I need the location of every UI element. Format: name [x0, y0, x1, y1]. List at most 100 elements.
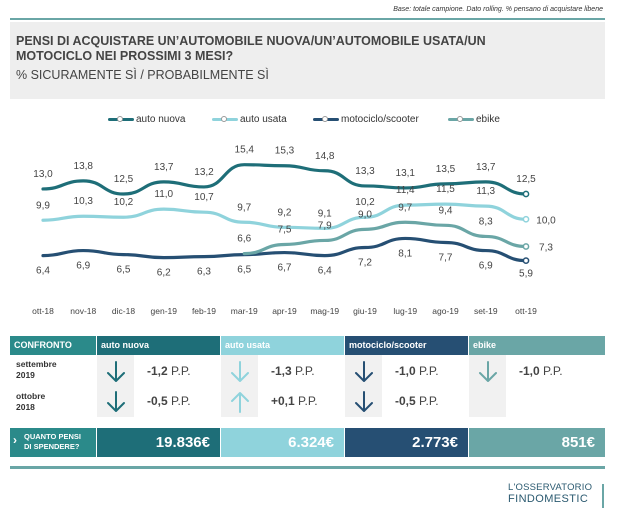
data-label: 9,7 [398, 202, 412, 213]
legend-swatch [448, 116, 474, 122]
x-tick-label: mag-19 [310, 306, 339, 316]
delta-unit: P.P. [291, 364, 315, 378]
delta-number: -0,5 [147, 394, 168, 408]
x-tick-label: feb-19 [192, 306, 216, 316]
delta-value: -1,3 P.P. [271, 364, 315, 378]
data-label: 10,2 [114, 197, 134, 208]
delta-value: -0,5 P.P. [395, 394, 439, 408]
data-label: 12,5 [516, 174, 536, 185]
chevron-right-icon: › [13, 433, 17, 447]
spend-auto-nuova: 19.836€ [97, 428, 220, 457]
spend-motociclo: 2.773€ [345, 428, 468, 457]
column-header-ebike: ebike [469, 336, 605, 355]
row-label-year: 2018 [16, 402, 35, 412]
delta-value: -0,5 P.P. [147, 394, 191, 408]
question-header: PENSI DI ACQUISTARE UN’AUTOMOBILE NUOVA/… [10, 22, 605, 99]
data-label: 11,0 [154, 189, 173, 200]
data-label: 8,3 [479, 216, 493, 227]
data-label: 7,9 [318, 220, 332, 231]
legend-item-ebike: ebike [448, 114, 500, 125]
row-label-month: settembre [16, 359, 57, 369]
data-label: 7,5 [278, 225, 292, 236]
delta-number: -1,3 [271, 364, 292, 378]
x-tick-label: lug-19 [393, 306, 417, 316]
data-label: 6,4 [318, 266, 332, 277]
data-label: 11,3 [476, 186, 495, 197]
delta-unit: P.P. [415, 364, 439, 378]
delta-unit: P.P. [539, 364, 563, 378]
data-label: 9,0 [358, 209, 372, 220]
delta-value: +0,1 P.P. [271, 394, 318, 408]
bottom-divider [10, 466, 605, 469]
legend-item-auto-usata: auto usata [212, 114, 287, 125]
findomestic-logo: L'OSSERVATORIO FINDOMESTIC [508, 482, 604, 508]
series-line [41, 236, 528, 263]
legend-swatch [108, 116, 134, 122]
column-header-motociclo: motociclo/scooter [345, 336, 468, 355]
data-label: 6,9 [76, 261, 90, 272]
row-label-month: ottobre [16, 391, 46, 401]
series-line [41, 202, 528, 230]
series-end-point [522, 215, 530, 223]
series-end-point [522, 190, 530, 198]
data-label: 11,4 [396, 185, 415, 196]
x-tick-label: giu-19 [353, 306, 377, 316]
delta-value: -1,0 P.P. [519, 364, 563, 378]
data-label: 6,7 [278, 263, 292, 274]
base-note: Base: totale campione. Dato rolling. % p… [393, 6, 603, 13]
arrow-down-icon [354, 361, 374, 383]
delta-unit: P.P. [294, 394, 318, 408]
x-tick-label: dic-18 [112, 306, 135, 316]
confronto-header-row: CONFRONTO auto nuova auto usata motocicl… [10, 336, 605, 355]
data-label: 10,2 [355, 197, 375, 208]
data-label: 13,2 [194, 167, 214, 178]
series-end-point [522, 257, 530, 265]
logo-line2: FINDOMESTIC [508, 493, 589, 505]
data-label: 14,8 [315, 151, 335, 162]
line-chart: ott-18 nov-18 dic-18 gen-19 feb-19 mar-19 apr-… [32, 145, 556, 316]
data-label: 7,2 [358, 258, 372, 269]
x-tick-label: nov-18 [70, 306, 96, 316]
delta-unit: P.P. [167, 364, 191, 378]
data-label: 9,2 [278, 207, 292, 218]
arrow-down-icon [230, 361, 250, 383]
delta-number: -0,5 [395, 394, 416, 408]
spend-row: 19.836€ 6.324€ 2.773€ 851€ [97, 428, 605, 457]
x-tick-label: ago-19 [432, 306, 459, 316]
data-label: 10,7 [194, 192, 214, 203]
confronto-header: CONFRONTO [10, 336, 96, 355]
data-label: 8,1 [398, 248, 412, 259]
delta-number: -1,0 [519, 364, 540, 378]
delta-number: +0,1 [271, 394, 295, 408]
logo-line1: L'OSSERVATORIO [508, 482, 593, 493]
series-end-point [522, 243, 530, 250]
spend-label: › QUANTO PENSI DI SPENDERE? [10, 428, 96, 457]
data-label: 13,7 [476, 162, 496, 173]
x-tick-label: ott-18 [32, 306, 54, 316]
legend-label: auto nuova [136, 114, 186, 125]
page-subtitle: % SICURAMENTE SÌ / PROBABILMENTE SÌ [16, 68, 269, 82]
data-label: 9,1 [318, 208, 332, 219]
arrow-down-icon [354, 391, 374, 413]
top-divider [10, 18, 605, 20]
series-line [242, 220, 528, 256]
data-label: 9,9 [36, 200, 50, 211]
data-label: 13,5 [436, 164, 456, 175]
spend-label-line1: QUANTO PENSI [24, 432, 81, 441]
page-title: PENSI DI ACQUISTARE UN’AUTOMOBILE NUOVA/… [16, 34, 486, 63]
data-label: 15,3 [275, 146, 295, 157]
data-label: 13,7 [154, 162, 174, 173]
data-label: 7,7 [439, 252, 453, 263]
data-label: 10,3 [74, 196, 94, 207]
delta-value: -1,2 P.P. [147, 364, 191, 378]
data-label: 5,9 [519, 269, 533, 280]
data-label: 13,1 [396, 168, 416, 179]
delta-number: -1,2 [147, 364, 168, 378]
data-label: 6,2 [157, 268, 171, 279]
spend-ebike: 851€ [469, 428, 605, 457]
row-label-year: 2019 [16, 370, 35, 380]
data-label: 10,0 [536, 215, 556, 226]
legend-label: ebike [476, 114, 500, 125]
data-label: 6,5 [117, 265, 131, 276]
data-label: 13,3 [355, 166, 375, 177]
